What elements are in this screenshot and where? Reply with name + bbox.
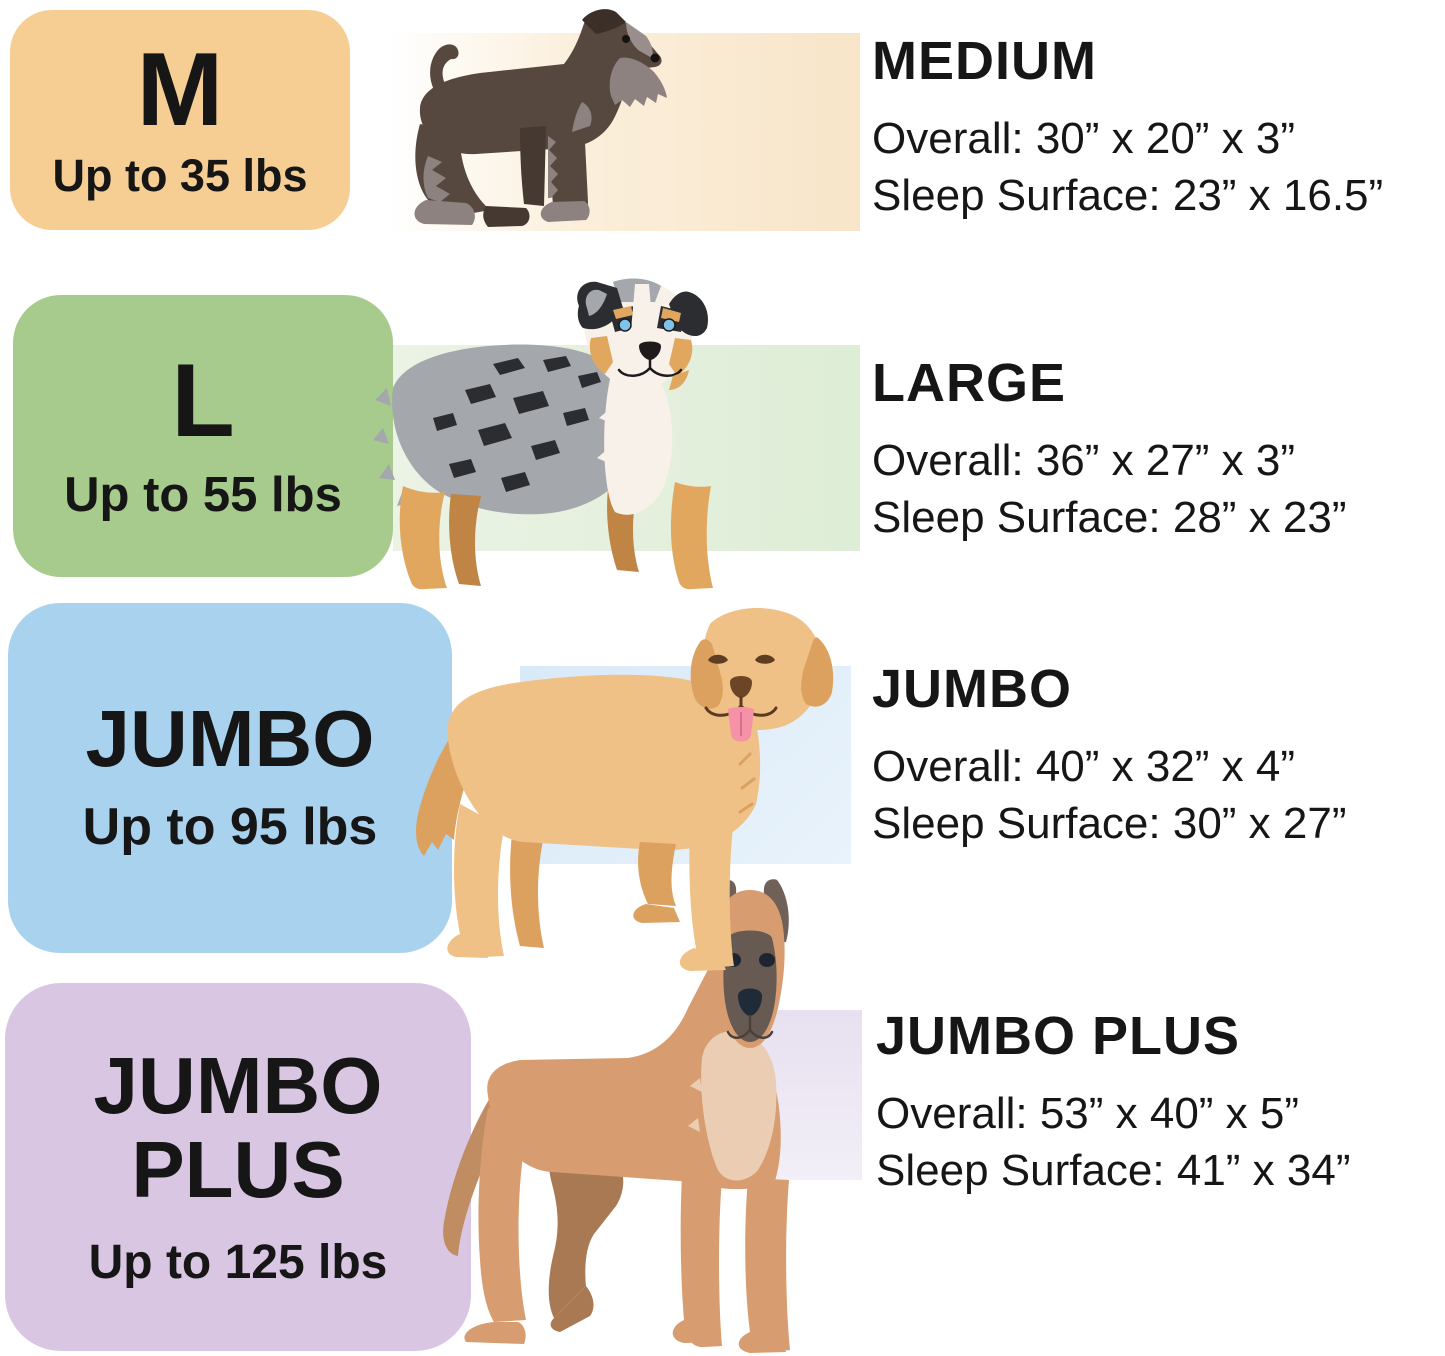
- size-spec-medium: MEDIUM Overall: 30” x 20” x 3” Sleep Sur…: [872, 30, 1383, 224]
- golden-eye: [708, 654, 728, 664]
- size-card-large: L Up to 55 lbs: [13, 295, 393, 577]
- sleep-surface-dimensions: Sleep Surface: 30” x 27”: [872, 799, 1347, 849]
- size-card-jumbo: JUMBO Up to 95 lbs: [8, 603, 452, 953]
- size-badge-label: JUMBO: [85, 694, 375, 783]
- aussie-head: [577, 278, 709, 390]
- size-spec-jumbo: JUMBO Overall: 40” x 32” x 4” Sleep Surf…: [872, 658, 1346, 852]
- schnauzer-eye: [622, 35, 630, 43]
- overall-dimensions: Overall: 36” x 27” x 3”: [872, 436, 1296, 485]
- schnauzer-head: [582, 9, 667, 107]
- miniature-schnauzer-illustration: [414, 9, 667, 227]
- sleep-surface-dimensions: Sleep Surface: 23” x 16.5”: [872, 171, 1384, 221]
- sleep-surface-dimensions: Sleep Surface: 41” x 34”: [876, 1146, 1351, 1196]
- golden-nose: [730, 676, 752, 698]
- dane-nose: [738, 988, 762, 1016]
- dane-body: [443, 954, 790, 1353]
- weight-range-label: Up to 125 lbs: [88, 1235, 388, 1289]
- size-spec-large: LARGE Overall: 36” x 27” x 3” Sleep Surf…: [872, 352, 1346, 546]
- golden-body: [416, 674, 761, 971]
- size-badge-label: JUMBO PLUS: [93, 1041, 383, 1214]
- weight-range-label: Up to 55 lbs: [64, 468, 342, 522]
- aussie-eye: [662, 318, 676, 332]
- dane-eye: [759, 953, 775, 967]
- aussie-body: [373, 344, 713, 590]
- size-card-jumbo-plus: JUMBO PLUS Up to 125 lbs: [5, 983, 471, 1351]
- overall-dimensions: Overall: 30” x 20” x 3”: [872, 114, 1296, 163]
- size-name: LARGE: [872, 353, 1066, 413]
- schnauzer-body: [414, 10, 662, 227]
- australian-shepherd-illustration: [373, 278, 713, 590]
- size-card-medium: M Up to 35 lbs: [10, 10, 350, 230]
- size-badge-label: L: [171, 343, 235, 459]
- schnauzer-nose: [650, 53, 660, 63]
- great-dane-illustration: [443, 879, 790, 1353]
- size-badge-label: M: [136, 32, 224, 148]
- weight-range-label: Up to 95 lbs: [82, 798, 378, 856]
- size-spec-jumbo-plus: JUMBO PLUS Overall: 53” x 40” x 5” Sleep…: [876, 1005, 1350, 1199]
- weight-range-label: Up to 35 lbs: [52, 150, 308, 201]
- size-name: JUMBO: [872, 659, 1073, 719]
- size-name: JUMBO PLUS: [876, 1006, 1241, 1066]
- golden-head: [690, 608, 834, 742]
- golden-retriever-illustration: [416, 608, 834, 971]
- aussie-merle-patches: [433, 356, 601, 492]
- sleep-surface-dimensions: Sleep Surface: 28” x 23”: [872, 493, 1347, 543]
- size-name: MEDIUM: [872, 31, 1097, 91]
- aussie-nose: [639, 341, 661, 360]
- overall-dimensions: Overall: 53” x 40” x 5”: [876, 1089, 1300, 1138]
- golden-eye: [755, 654, 775, 664]
- overall-dimensions: Overall: 40” x 32” x 4”: [872, 742, 1296, 791]
- aussie-eye: [618, 318, 632, 332]
